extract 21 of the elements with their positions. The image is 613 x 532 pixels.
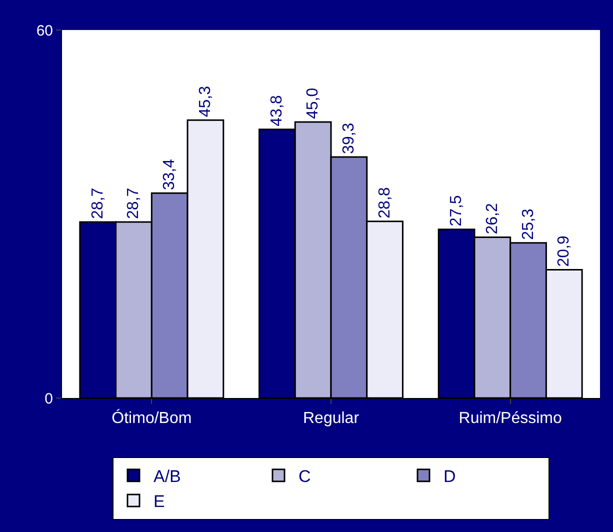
data-label: 33,4: [161, 158, 178, 190]
data-label: 39,3: [340, 122, 358, 154]
data-label: 28,7: [125, 188, 142, 219]
x-tick-label: Regular: [302, 410, 360, 428]
data-label: 27,5: [448, 195, 466, 226]
x-tick-label: Ótimo/Bom: [112, 409, 192, 428]
y-tick-label: 0: [44, 390, 53, 408]
data-label: 43,8: [268, 95, 286, 126]
legend-label: E: [154, 492, 165, 512]
data-label: 28,8: [376, 187, 394, 218]
data-label: 45,0: [304, 88, 322, 119]
legend-label: D: [444, 467, 456, 486]
legend-label: A/B: [154, 467, 181, 486]
data-label: 28,7: [89, 188, 106, 219]
data-label: 26,2: [484, 203, 501, 234]
x-tick-label: Ruim/Péssimo: [458, 410, 562, 428]
data-label: 20,9: [556, 236, 573, 267]
y-tick-label: 60: [36, 22, 53, 40]
data-label: 25,3: [520, 208, 537, 240]
data-label: 45,3: [196, 86, 214, 118]
legend-label: C: [298, 467, 311, 486]
